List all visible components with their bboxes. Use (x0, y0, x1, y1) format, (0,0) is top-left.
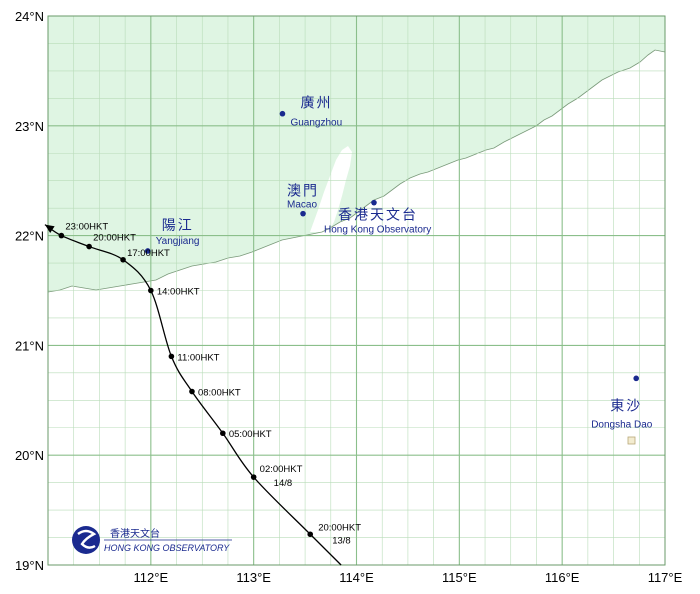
track-time-label: 20:00HKT (318, 522, 361, 533)
track-time-label: 02:00HKT (260, 464, 303, 475)
track-time-label: 14:00HKT (157, 287, 200, 298)
dongsha-island-marker (627, 436, 636, 445)
coastline (47, 49, 666, 293)
place-dot-dongsha (633, 375, 640, 382)
track-point (58, 232, 65, 239)
place-name-zh-dongsha: 東沙 (610, 398, 642, 414)
hko-logo-swirl-icon (77, 529, 97, 549)
track-time-label: 17:00HKT (127, 248, 170, 259)
latitude-labels: 24°N 23°N 22°N 21°N 20°N 19°N (15, 9, 44, 573)
place-dot-macao (300, 210, 306, 217)
place-name-en-dongsha: Dongsha Dao (591, 419, 653, 430)
longitude-tick-label: 116°E (545, 570, 580, 585)
track-point (168, 353, 175, 360)
track-time-label: 05:00HKT (229, 429, 272, 440)
track-point (220, 430, 226, 437)
track-point (86, 243, 92, 250)
track-point (148, 287, 154, 294)
track-point (250, 474, 257, 480)
longitude-tick-label: 114°E (339, 570, 374, 585)
track-point (189, 388, 195, 395)
hko-logo: 香港天文台 HONG KONG OBSERVATORY (72, 526, 232, 554)
hko-logo-english: HONG KONG OBSERVATORY (104, 543, 230, 553)
longitude-labels: 112°E 113°E 114°E 115°E 116°E 117°E (134, 570, 683, 585)
latitude-tick-label: 20°N (15, 448, 44, 463)
place-name-zh-guangzhou: 廣州 (300, 95, 332, 112)
place-dot-yangjiang (144, 248, 151, 254)
track-point (120, 256, 126, 263)
track-point (307, 531, 314, 538)
track-time-label: 08:00HKT (198, 388, 241, 399)
major-gridlines (48, 16, 665, 565)
longitude-tick-label: 113°E (236, 570, 271, 585)
track-date-label: 14/8 (274, 478, 293, 489)
typhoon-track: 20:00HKT 13/8 02:00HKT 14/8 05:00HKT 08:00HKT… (44, 222, 361, 566)
latitude-tick-label: 22°N (15, 229, 44, 244)
place-name-zh-macao: 澳門 (287, 184, 319, 200)
longitude-tick-label: 112°E (134, 570, 169, 585)
track-arrow-icon (44, 224, 55, 233)
latitude-tick-label: 21°N (15, 338, 44, 353)
track-time-label: 23:00HKT (65, 222, 108, 233)
track-time-label: 11:00HKT (177, 352, 219, 363)
place-name-zh-yangjiang: 陽江 (162, 218, 194, 234)
longitude-tick-label: 117°E (648, 570, 683, 585)
place-dot-guangzhou (279, 110, 286, 117)
place-name-en-guangzhou: Guangzhou (290, 118, 342, 129)
place-name-en-hko: Hong Kong Observatory (324, 225, 431, 236)
map-frame (47, 15, 666, 566)
longitude-tick-label: 115°E (442, 570, 477, 585)
hko-logo-chinese: 香港天文台 (110, 527, 160, 540)
track-date-label: 13/8 (332, 535, 351, 546)
place-name-en-yangjiang: Yangjiang (156, 236, 200, 247)
place-dot-hko (371, 199, 377, 206)
track-time-label: 20:00HKT (93, 233, 136, 244)
place-name-en-macao: Macao (287, 200, 317, 211)
latitude-tick-label: 24°N (15, 9, 44, 24)
latitude-tick-label: 19°N (15, 558, 44, 573)
latitude-tick-label: 23°N (15, 119, 44, 134)
place-name-zh-hko: 香港天文台 (338, 208, 418, 224)
